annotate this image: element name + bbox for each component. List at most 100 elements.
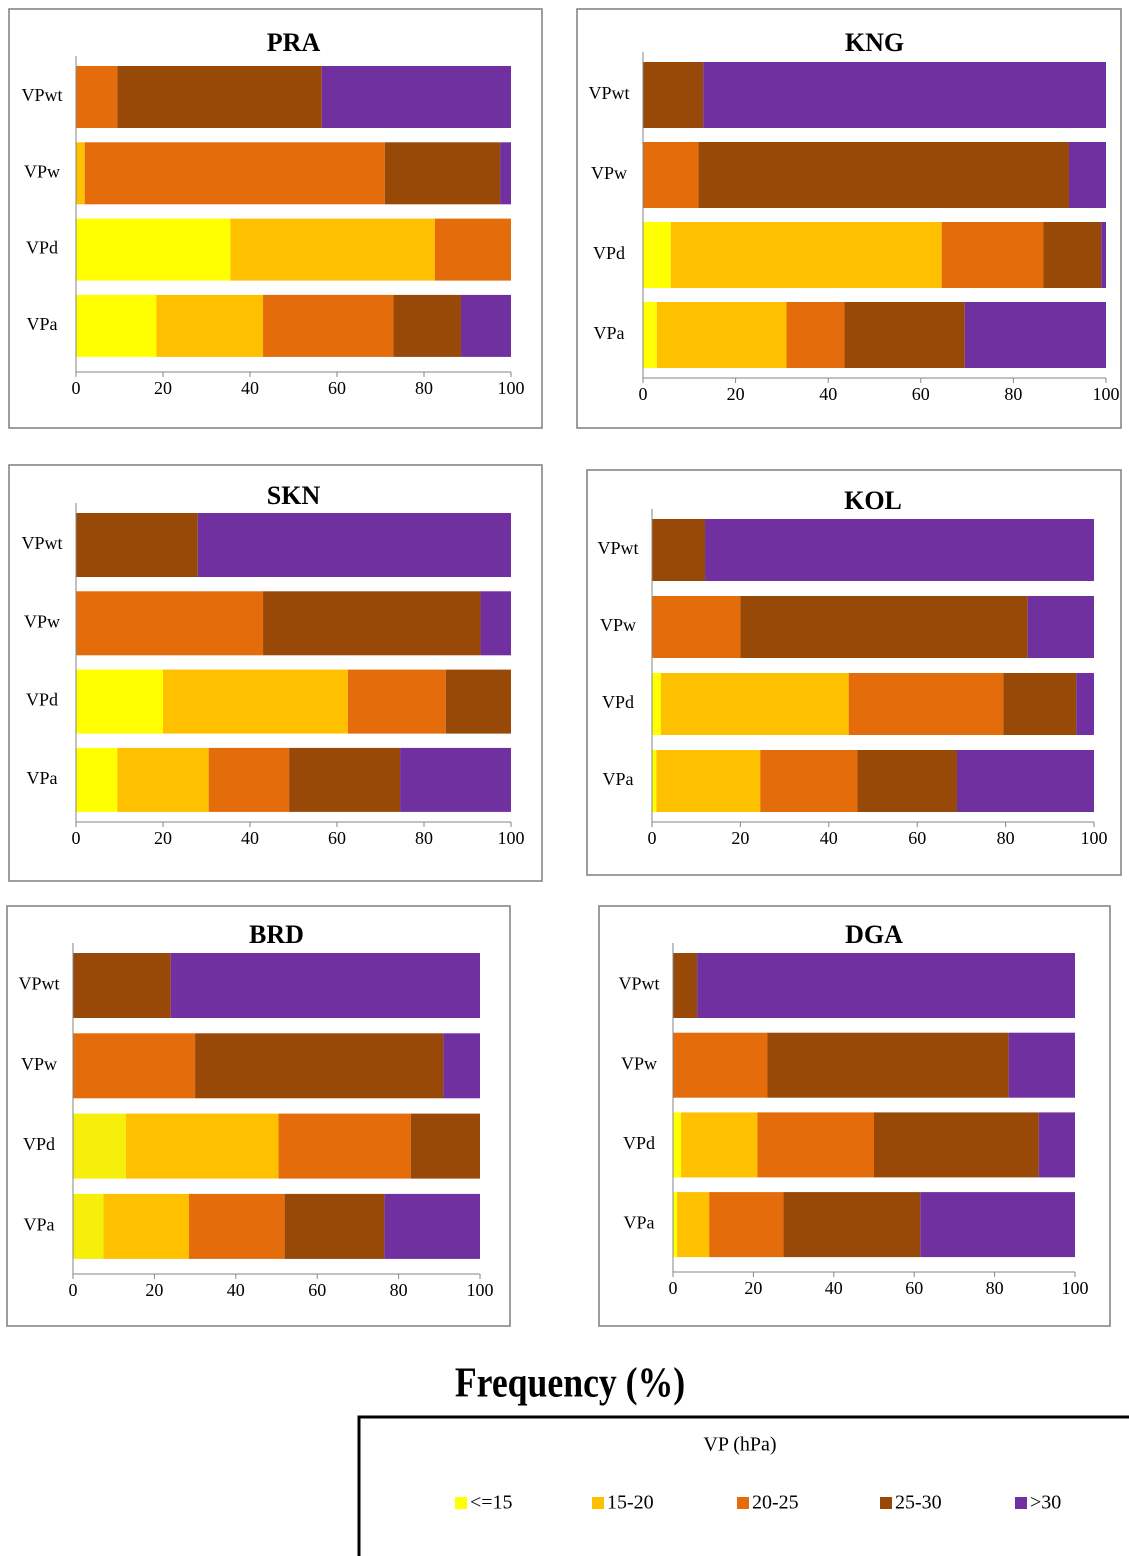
y-tick-label: VPw: [24, 611, 60, 631]
y-tick-label: VPwt: [21, 85, 62, 105]
bar-segment: [964, 302, 1106, 368]
bar-segment: [73, 1113, 126, 1179]
x-axis-title: Frequency (%): [455, 1360, 685, 1406]
bar-segment: [117, 66, 322, 128]
bar-segment: [698, 142, 1069, 208]
bar-segment: [760, 750, 858, 812]
bar-segment: [673, 1192, 678, 1258]
bar-segment: [500, 142, 511, 205]
legend-box: [357, 1415, 1129, 1556]
y-tick-label: VPd: [602, 692, 634, 712]
bar-segment: [1043, 222, 1102, 288]
x-tick-label: 60: [328, 828, 346, 848]
bar-segment: [480, 591, 511, 656]
bar-segment: [384, 1193, 480, 1259]
y-tick-label: VPd: [593, 243, 625, 263]
legend-swatch: [737, 1497, 749, 1509]
bar-segment: [263, 591, 481, 656]
bar-segment: [1038, 1112, 1075, 1178]
legend-title: VP (hPa): [703, 1434, 776, 1456]
x-tick-label: 40: [820, 828, 838, 848]
bar-segment: [941, 222, 1044, 288]
bar-segment: [673, 1032, 768, 1098]
x-tick-label: 80: [390, 1280, 408, 1300]
y-tick-label: VPd: [26, 690, 58, 710]
bar-segment: [73, 1033, 196, 1099]
x-tick-label: 0: [648, 828, 657, 848]
bar-segment: [848, 673, 1004, 735]
x-tick-label: 100: [467, 1280, 494, 1300]
panel-border: [8, 464, 543, 882]
legend-swatch: [1015, 1497, 1027, 1509]
bar-segment: [767, 1032, 1009, 1098]
bar-segment: [740, 596, 1028, 658]
y-tick-label: VPa: [624, 1213, 655, 1233]
bar-segment: [195, 1033, 444, 1099]
bar-segment: [1101, 222, 1106, 288]
chart-title: PRA: [267, 28, 321, 57]
y-tick-label: VPa: [27, 768, 58, 788]
bar-segment: [76, 294, 157, 357]
y-tick-label: VPd: [26, 238, 58, 258]
x-tick-label: 60: [905, 1278, 923, 1298]
bar-segment: [1008, 1032, 1075, 1098]
bar-segment: [278, 1113, 411, 1179]
bar-segment: [156, 294, 264, 357]
chart-title: SKN: [267, 481, 321, 510]
bar-segment: [681, 1112, 758, 1178]
x-tick-label: 100: [498, 828, 525, 848]
bar-segment: [703, 62, 1106, 128]
x-tick-label: 80: [997, 828, 1015, 848]
bar-segment: [384, 142, 501, 205]
x-tick-label: 0: [72, 828, 81, 848]
bar-segment: [673, 1112, 682, 1178]
y-tick-label: VPwt: [588, 83, 629, 103]
bar-segment: [652, 750, 657, 812]
bar-segment: [76, 747, 118, 812]
panel-border: [598, 905, 1111, 1327]
legend-label: >30: [1030, 1492, 1061, 1514]
bar-segment: [757, 1112, 874, 1178]
bar-segment: [434, 218, 511, 281]
bar-segment: [410, 1113, 480, 1179]
x-tick-label: 20: [744, 1278, 762, 1298]
x-tick-label: 20: [154, 828, 172, 848]
bar-segment: [76, 591, 264, 656]
x-tick-label: 100: [1093, 384, 1120, 404]
y-tick-label: VPw: [621, 1053, 657, 1073]
x-tick-label: 0: [669, 1278, 678, 1298]
x-tick-label: 60: [912, 384, 930, 404]
chart-title: BRD: [249, 920, 304, 949]
bar-segment: [84, 142, 385, 205]
panel-border: [6, 905, 511, 1327]
chart-title: DGA: [845, 920, 903, 949]
bar-segment: [321, 66, 511, 128]
bar-segment: [208, 747, 290, 812]
bar-segment: [786, 302, 845, 368]
bar-segment: [284, 1193, 385, 1259]
x-tick-label: 80: [415, 828, 433, 848]
x-tick-label: 40: [819, 384, 837, 404]
bar-segment: [170, 953, 480, 1018]
bar-segment: [656, 750, 761, 812]
y-tick-label: VPwt: [18, 974, 59, 994]
bar-segment: [103, 1193, 189, 1259]
panel-border: [576, 8, 1122, 429]
x-tick-label: 20: [731, 828, 749, 848]
bar-segment: [709, 1192, 784, 1258]
bar-segment: [460, 294, 511, 357]
bar-segment: [844, 302, 965, 368]
bar-segment: [656, 302, 787, 368]
bar-segment: [1003, 673, 1077, 735]
legend-swatch: [880, 1497, 892, 1509]
bar-segment: [705, 519, 1094, 581]
y-tick-label: VPwt: [21, 533, 62, 553]
x-tick-label: 80: [415, 378, 433, 398]
bar-segment: [697, 953, 1075, 1018]
y-tick-label: VPw: [21, 1054, 57, 1074]
x-tick-label: 100: [498, 378, 525, 398]
x-tick-label: 0: [639, 384, 648, 404]
bar-segment: [652, 519, 706, 581]
x-tick-label: 100: [1081, 828, 1108, 848]
